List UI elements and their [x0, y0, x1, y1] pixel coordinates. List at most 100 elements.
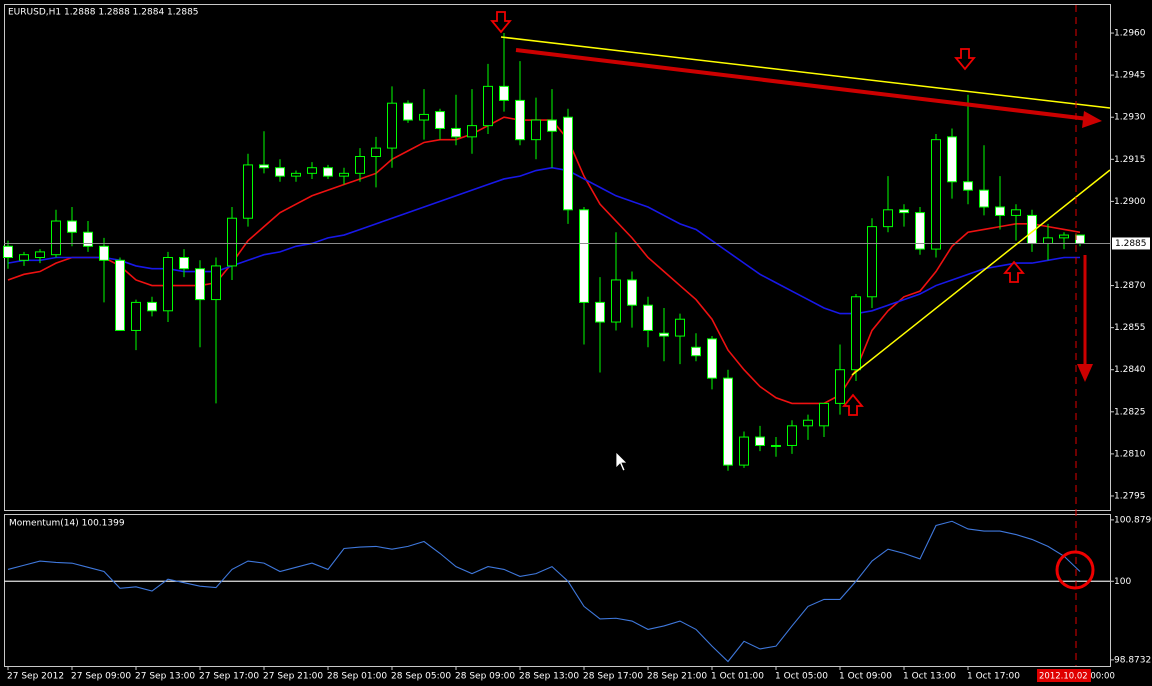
candle-body [227, 217, 237, 267]
candle-body [1059, 234, 1069, 239]
candle-body [115, 259, 125, 331]
y-tick-label: 1.2810 [1114, 449, 1146, 459]
candle-body [979, 189, 989, 208]
candle-body [915, 212, 925, 250]
candle-body [531, 119, 541, 141]
y-tick-label: 1.2855 [1114, 323, 1146, 333]
candle-body [787, 425, 797, 446]
candle-body [995, 206, 1005, 216]
y-tick-label: 100 [1114, 577, 1131, 587]
candle-body [195, 268, 205, 301]
candle-body [163, 257, 173, 312]
up-arrow-marker [842, 393, 864, 416]
y-tick-label: 1.2870 [1114, 281, 1146, 291]
candle-body [899, 209, 909, 214]
candle-body [483, 85, 493, 127]
highlight-circle [1055, 550, 1095, 590]
y-tick-label: 1.2945 [1114, 71, 1146, 81]
time-cursor-label-box [1037, 669, 1091, 682]
candle-body [515, 99, 525, 141]
momentum-panel-frame [4, 514, 1111, 667]
x-tick-label: 1 Oct 17:00 [967, 672, 1020, 682]
x-tick-label: 1 Oct 05:00 [775, 672, 828, 682]
candle-body [723, 377, 733, 466]
arrow-head [1077, 364, 1093, 382]
x-tick-label: 27 Sep 21:00 [263, 672, 323, 682]
candle-body [739, 436, 749, 466]
y-tick-label: 1.2900 [1114, 197, 1146, 207]
candle-body [51, 220, 61, 256]
x-tick-label: 28 Sep 21:00 [647, 672, 707, 682]
candle-body [403, 102, 413, 121]
candle-body [147, 301, 157, 312]
candle-body [707, 338, 717, 379]
x-tick-label: 28 Sep 09:00 [455, 672, 515, 682]
trendline [851, 169, 1111, 376]
x-tick-label: 1 Oct 13:00 [903, 672, 956, 682]
candle-body [1043, 237, 1053, 244]
candle-body [867, 226, 877, 298]
candle-body [259, 164, 269, 169]
up-arrow-marker [1003, 260, 1025, 283]
indicator-title: Momentum(14) 100.1399 [9, 519, 125, 529]
candle-body [883, 209, 893, 228]
candle-body [419, 113, 429, 121]
candle-body [131, 301, 141, 331]
candle-body [931, 139, 941, 250]
x-tick-label: 27 Sep 09:00 [71, 672, 131, 682]
moving-average-line [7, 116, 1081, 405]
candle-body [371, 147, 381, 157]
y-tick-label: 1.2825 [1114, 407, 1146, 417]
momentum-line [7, 520, 1081, 663]
candle-body [67, 220, 77, 233]
candle-body [323, 167, 333, 177]
candle-body [947, 136, 957, 183]
x-tick-label: 28 Sep 17:00 [583, 672, 643, 682]
trendline [500, 36, 1111, 109]
candle-body [355, 156, 365, 174]
candle-body [1011, 209, 1021, 216]
x-tick-label: 28 Sep 01:00 [327, 672, 387, 682]
candle-body [595, 301, 605, 323]
candle-body [243, 164, 253, 219]
candle-body [803, 419, 813, 427]
y-tick-label: 1.2930 [1114, 113, 1146, 123]
candle-body [579, 209, 589, 303]
candle-body [387, 102, 397, 149]
candle-body [835, 369, 845, 404]
candle-body [499, 85, 509, 101]
candle-body [755, 436, 765, 446]
y-tick-label: 1.2795 [1114, 491, 1146, 501]
annotations [490, 5, 1111, 666]
y-tick-label: 1.2960 [1114, 29, 1146, 39]
candle-body [291, 172, 301, 177]
x-tick-label: 28 Sep 05:00 [391, 672, 451, 682]
x-tick-label: 27 Sep 2012 [7, 672, 64, 682]
candle-body [451, 127, 461, 138]
candle-body [659, 332, 669, 337]
down-arrow-marker [490, 11, 512, 34]
time-cursor-label: 2012.10.02 00:00 [1039, 672, 1115, 682]
candle-body [35, 251, 45, 258]
y-tick-label: 100.8799 [1114, 515, 1152, 525]
x-tick-label: 28 Sep 13:00 [519, 672, 579, 682]
bid-label: 1.2885 [1115, 239, 1147, 249]
candle-body [307, 167, 317, 174]
candle-body [339, 172, 349, 177]
down-arrow-marker [954, 48, 976, 71]
candle-body [851, 296, 861, 371]
y-tick-label: 1.2915 [1114, 155, 1146, 165]
candle-body [3, 245, 13, 258]
y-tick-label: 98.8732 [1114, 655, 1151, 665]
candle-body [547, 119, 557, 132]
mouse-cursor [615, 451, 628, 472]
x-tick-label: 1 Oct 01:00 [711, 672, 764, 682]
candle-body [275, 167, 285, 177]
candle-body [611, 279, 621, 323]
y-tick-label: 1.2840 [1114, 365, 1146, 375]
arrow-head [1082, 111, 1102, 128]
candle-body [627, 279, 637, 306]
chart-title: EURUSD,H1 1.2888 1.2888 1.2884 1.2885 [8, 8, 199, 18]
